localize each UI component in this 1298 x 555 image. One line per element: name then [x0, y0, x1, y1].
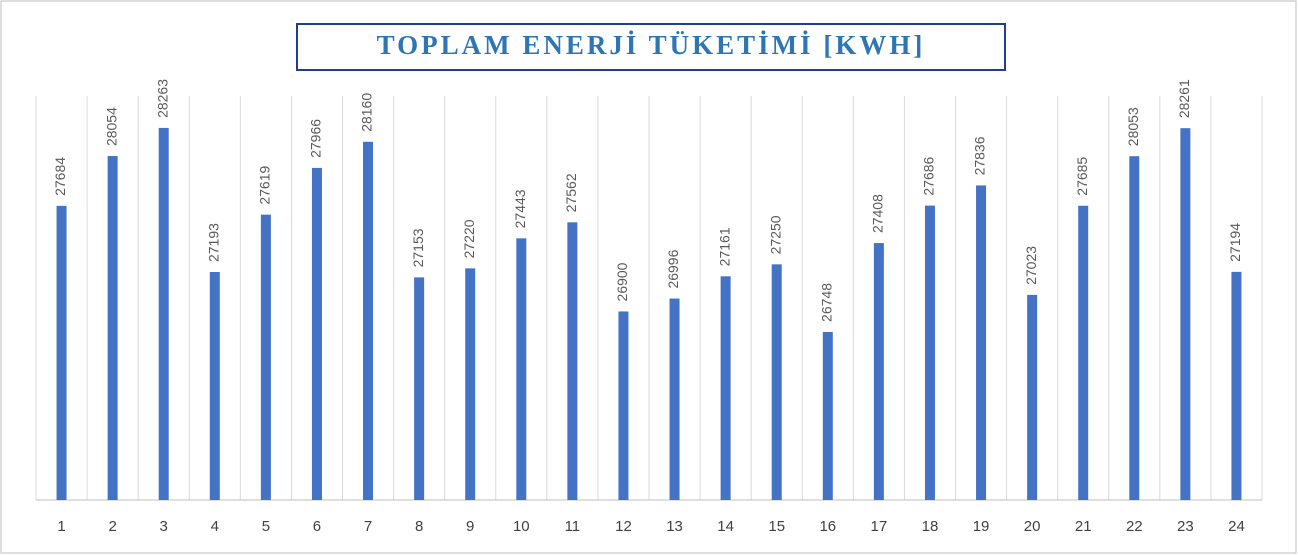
data-label: 27684 — [52, 157, 68, 196]
x-tick-label: 10 — [513, 518, 530, 535]
bar — [1027, 294, 1038, 500]
x-tick-label: 22 — [1126, 518, 1143, 535]
data-label: 27685 — [1074, 157, 1090, 196]
chart-title: TOPLAM ENERJİ TÜKETİMİ [KWH] — [377, 30, 926, 60]
data-label: 26748 — [818, 283, 834, 322]
data-label: 28053 — [1125, 107, 1141, 146]
data-label: 27443 — [512, 189, 528, 228]
x-tick-label: 1 — [57, 518, 65, 535]
x-tick-label: 14 — [717, 518, 734, 535]
data-label: 27408 — [870, 194, 886, 233]
data-label: 27562 — [563, 173, 579, 212]
bar — [158, 127, 169, 500]
data-label: 27153 — [410, 228, 426, 267]
bar — [260, 214, 271, 500]
title-box — [296, 23, 1006, 71]
x-tick-label: 21 — [1075, 518, 1092, 535]
x-tick-label: 3 — [160, 518, 168, 535]
bar — [618, 311, 629, 500]
data-label: 27193 — [205, 223, 221, 262]
bar — [209, 272, 220, 500]
x-tick-label: 12 — [615, 518, 632, 535]
bar — [516, 238, 527, 501]
bar — [1129, 156, 1140, 501]
data-label: 27619 — [257, 165, 273, 204]
data-label: 27966 — [308, 119, 324, 158]
bar — [1078, 205, 1089, 500]
data-label: 26996 — [665, 249, 681, 288]
data-label: 26900 — [614, 262, 630, 301]
bar — [1231, 271, 1242, 500]
data-label: 28263 — [154, 79, 170, 118]
x-tick-label: 11 — [565, 518, 581, 535]
bar — [669, 298, 680, 500]
data-label: 27194 — [1227, 223, 1243, 262]
bar — [873, 243, 884, 500]
x-tick-label: 16 — [819, 518, 836, 535]
x-tick-label: 24 — [1228, 518, 1245, 535]
x-tick-label: 18 — [922, 518, 939, 535]
x-tick-label: 15 — [768, 518, 785, 535]
bar — [567, 222, 578, 501]
bar — [311, 167, 322, 501]
bar — [822, 331, 833, 500]
data-label: 27836 — [972, 136, 988, 175]
x-tick-label: 20 — [1024, 518, 1041, 535]
x-tick-label: 13 — [666, 518, 683, 535]
data-label: 27161 — [716, 227, 732, 266]
data-label: 27250 — [767, 215, 783, 254]
x-tick-label: 19 — [973, 518, 990, 535]
bar — [465, 268, 476, 500]
bar — [56, 205, 67, 500]
bar — [720, 276, 731, 500]
bar — [363, 141, 374, 500]
data-label: 28054 — [103, 107, 119, 146]
x-tick-label: 17 — [871, 518, 888, 535]
bar — [414, 277, 425, 500]
data-label: 27686 — [921, 156, 937, 195]
data-label: 27023 — [1023, 246, 1039, 285]
x-tick-label: 5 — [262, 518, 270, 535]
data-label: 27220 — [461, 219, 477, 258]
x-tick-label: 8 — [415, 518, 423, 535]
x-tick-label: 6 — [313, 518, 321, 535]
bar — [771, 264, 782, 500]
data-label: 28160 — [359, 93, 375, 132]
bar — [107, 156, 118, 500]
data-label: 28261 — [1176, 79, 1192, 118]
bar — [976, 185, 987, 500]
bar — [924, 205, 935, 501]
x-tick-label: 23 — [1177, 518, 1194, 535]
x-tick-label: 9 — [466, 518, 474, 535]
x-tick-label: 7 — [364, 518, 372, 535]
x-tick-label: 4 — [211, 518, 219, 535]
x-tick-label: 2 — [108, 518, 116, 535]
bar — [1180, 128, 1191, 500]
